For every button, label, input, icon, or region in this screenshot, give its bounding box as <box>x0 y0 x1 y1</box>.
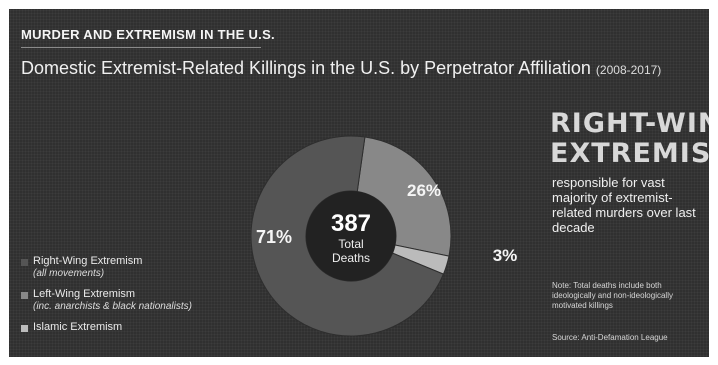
footnote: Note: Total deaths include both ideologi… <box>552 281 673 310</box>
donut-hole <box>306 191 396 281</box>
chart-title: Domestic Extremist-Related Killings in t… <box>21 58 661 79</box>
legend-swatch-islamic <box>21 325 28 332</box>
slice-label-right-wing: 71% <box>256 227 292 247</box>
center-total-label-2: Deaths <box>332 251 370 265</box>
kicker: MURDER AND EXTREMISM IN THE U.S. <box>21 27 275 42</box>
legend-swatch-right-wing <box>21 259 28 266</box>
legend-item-left-wing: Left-Wing Extremism (inc. anarchists & b… <box>21 288 271 312</box>
slice-label-islamic: 3% <box>493 246 518 265</box>
legend: Right-Wing Extremism (all movements) Lef… <box>21 255 271 342</box>
center-total-value: 387 <box>331 210 371 237</box>
headline-line-2: EXTREMISTS <box>550 138 709 169</box>
legend-sub-left-wing: (inc. anarchists & black nationalists) <box>33 301 192 312</box>
center-total-label-1: Total <box>338 237 363 251</box>
chart-title-text: Domestic Extremist-Related Killings in t… <box>21 58 591 78</box>
legend-item-right-wing: Right-Wing Extremism (all movements) <box>21 255 271 279</box>
legend-swatch-left-wing <box>21 292 28 299</box>
infographic-panel: MURDER AND EXTREMISM IN THE U.S. Domesti… <box>9 9 709 357</box>
legend-label-right-wing: Right-Wing Extremism <box>33 255 143 267</box>
title-divider <box>21 47 261 48</box>
legend-item-islamic: Islamic Extremism <box>21 321 271 333</box>
source-credit: Source: Anti-Defamation League <box>552 333 668 342</box>
legend-label-left-wing: Left-Wing Extremism <box>33 288 136 300</box>
headline: RIGHT-WING EXTREMISTS <box>550 109 709 169</box>
legend-sub-right-wing: (all movements) <box>33 268 105 279</box>
slice-label-left-wing: 26% <box>407 181 441 200</box>
headline-line-1: RIGHT-WING <box>550 108 709 139</box>
headline-blurb: responsible for vast majority of extremi… <box>552 175 696 235</box>
legend-label-islamic: Islamic Extremism <box>33 321 123 333</box>
chart-title-years: (2008-2017) <box>595 63 662 77</box>
